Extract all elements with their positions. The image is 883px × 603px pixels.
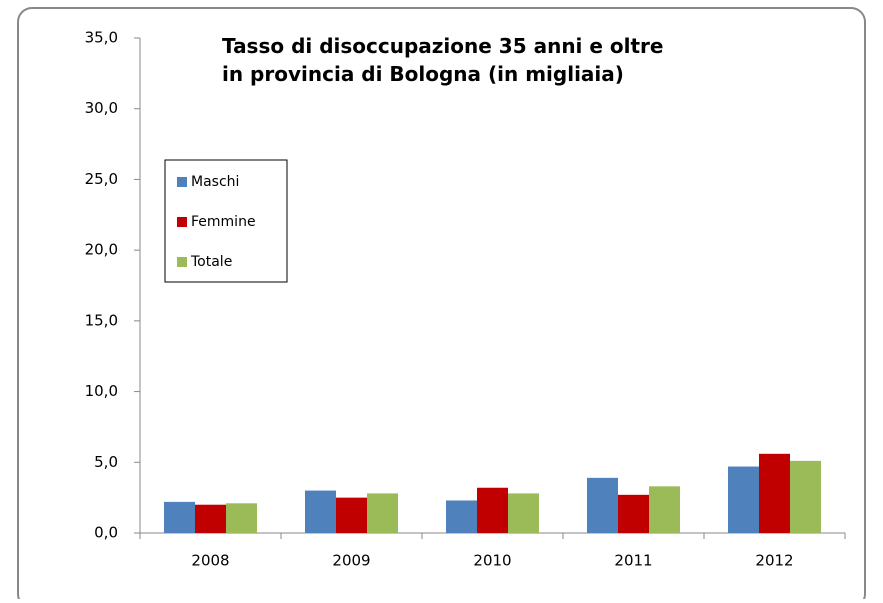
legend-label: Femmine [191,214,256,230]
chart-frame [17,7,866,603]
bar [336,497,367,533]
y-tick-label: 25,0 [85,170,118,188]
x-tick-label: 2012 [755,552,793,570]
x-tick-label: 2009 [332,552,370,570]
y-tick-label: 10,0 [85,382,118,400]
bar [618,494,649,533]
x-tick-label: 2010 [473,552,511,570]
y-tick-label: 35,0 [85,29,118,47]
bar [195,504,226,533]
y-tick-label: 15,0 [85,311,118,329]
bar [305,490,336,533]
x-tick-label: 2008 [191,552,229,570]
bar [508,493,539,533]
y-tick-label: 30,0 [85,99,118,117]
bar [164,501,195,533]
bar [587,477,618,533]
bar [728,466,759,533]
bar [477,487,508,533]
legend-label: Totale [190,254,232,270]
y-tick-label: 20,0 [85,241,118,259]
bar [649,486,680,533]
y-tick-label: 0,0 [94,524,118,542]
bar [226,503,257,533]
chart-title-line: in provincia di Bologna (in migliaia) [222,62,624,86]
bar [446,500,477,533]
legend-swatch [177,217,187,227]
x-tick-label: 2011 [614,552,652,570]
chart-title-line: Tasso di disoccupazione 35 anni e oltre [222,34,663,58]
legend-label: Maschi [191,174,239,190]
legend-swatch [177,257,187,267]
legend-swatch [177,177,187,187]
bar [759,453,790,533]
bar [790,460,821,533]
bar [367,493,398,533]
y-tick-label: 5,0 [94,453,118,471]
